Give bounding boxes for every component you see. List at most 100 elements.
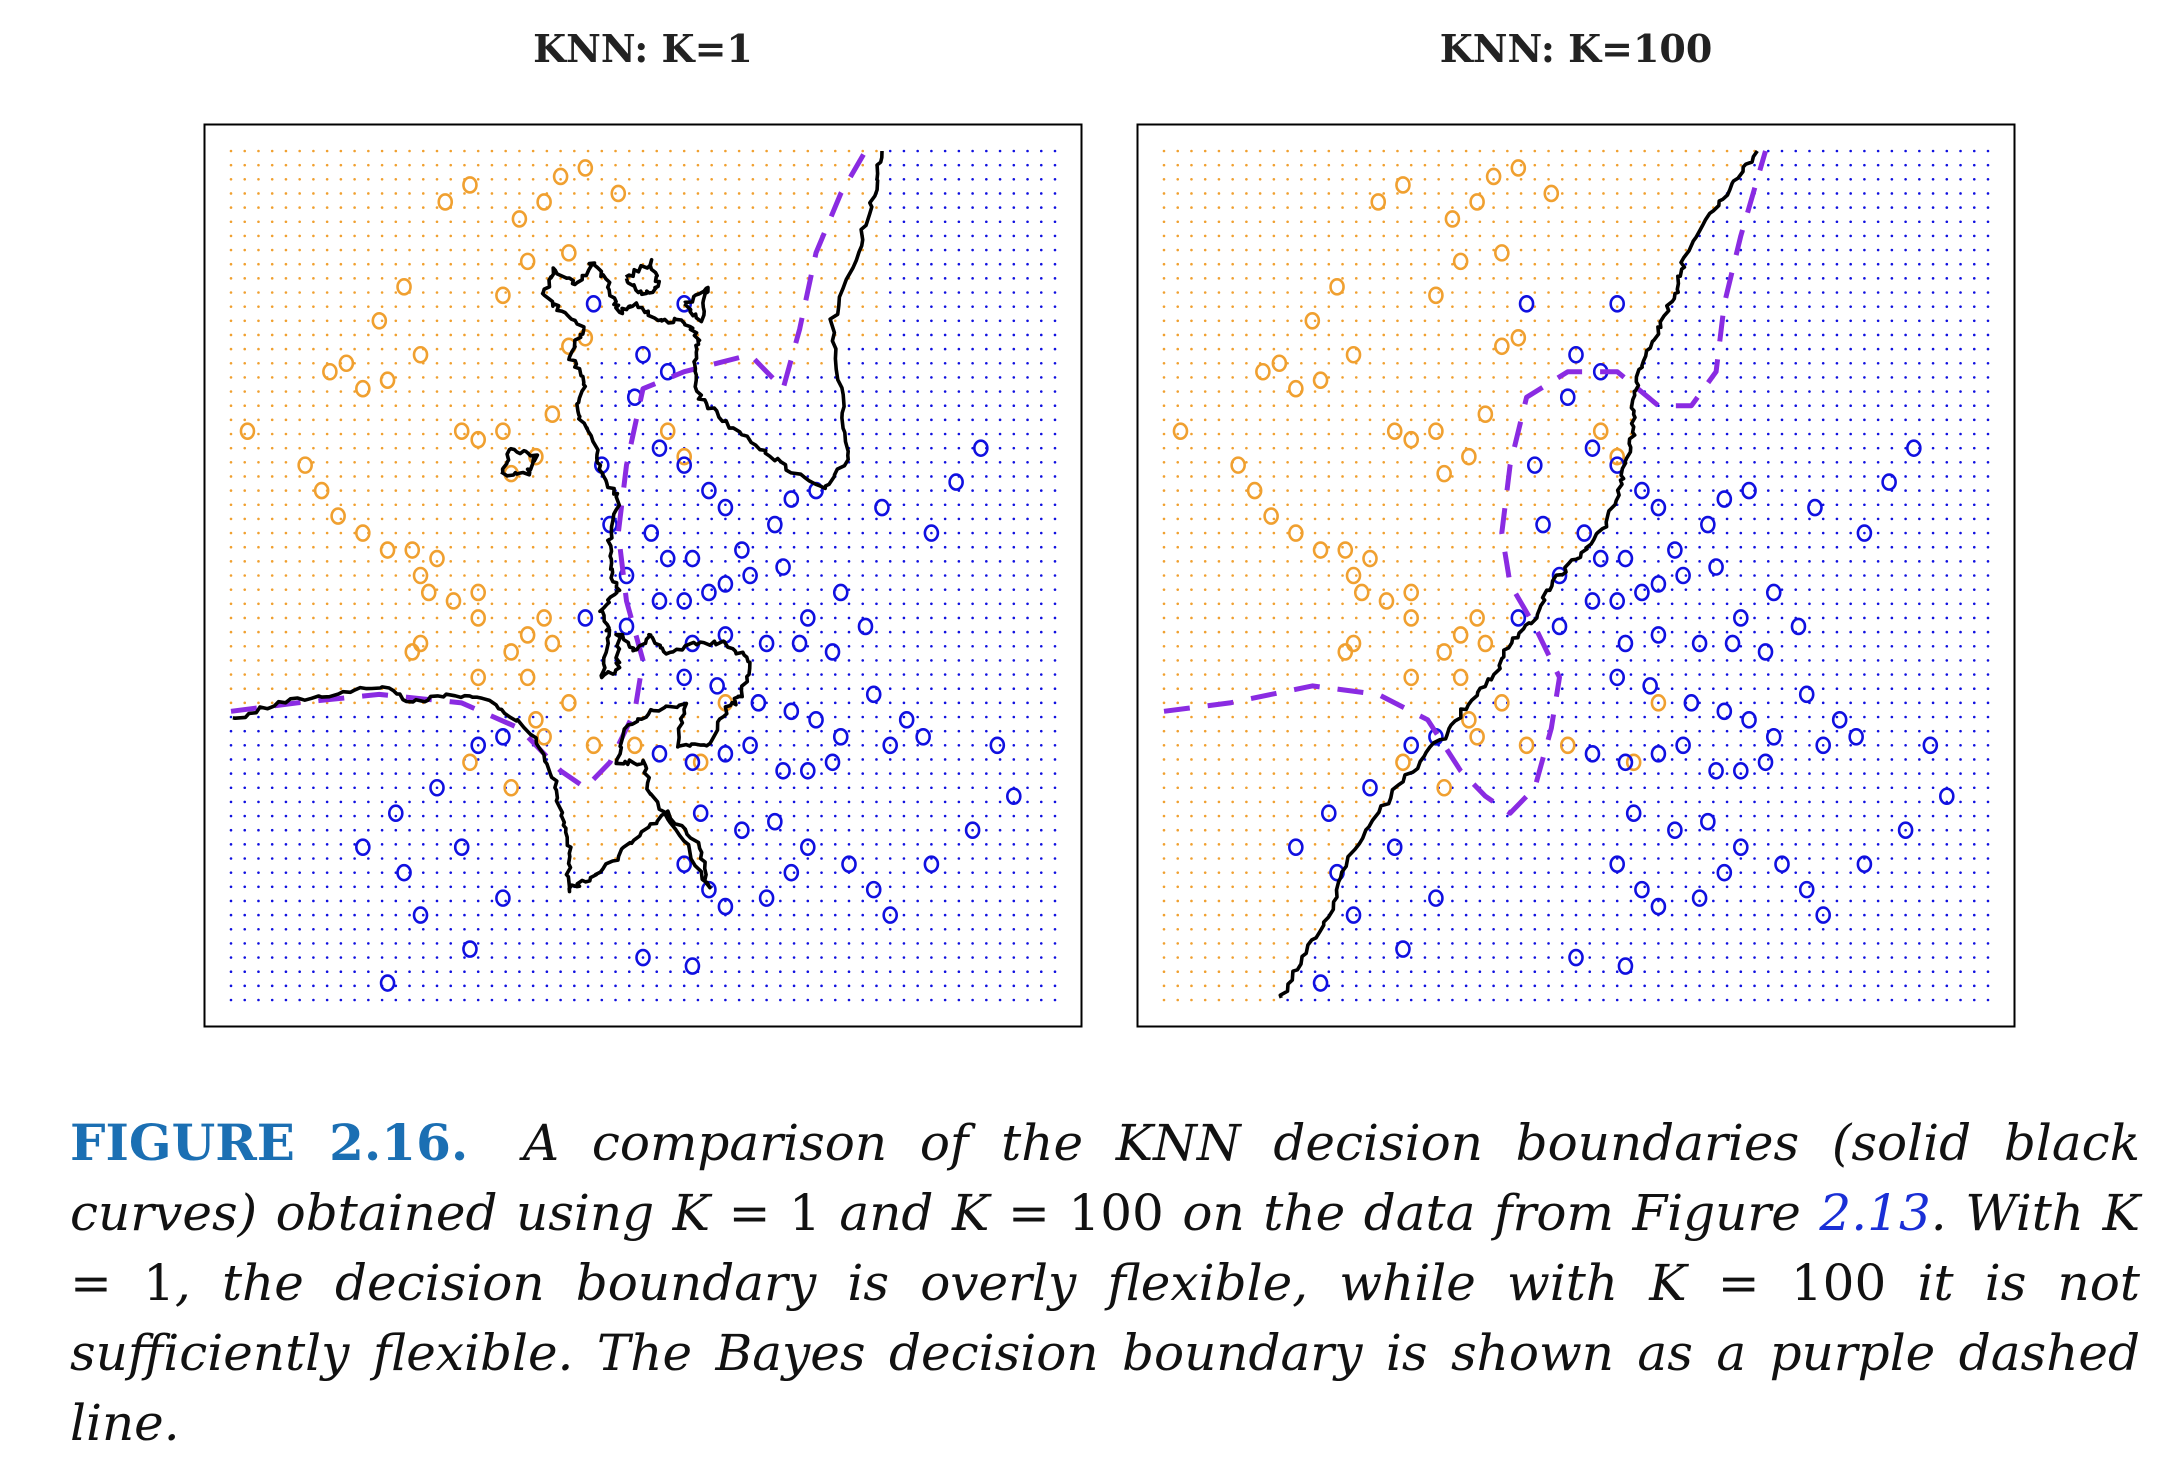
grid-dot [847, 305, 851, 308]
grid-dot [490, 291, 494, 294]
grid-dot [861, 998, 865, 1002]
grid-dot [943, 786, 947, 790]
grid-dot [284, 602, 288, 606]
grid-dot [586, 376, 590, 379]
grid-dot [380, 220, 384, 224]
grid-dot [916, 659, 919, 662]
grid-dot [627, 446, 631, 450]
grid-dot [270, 376, 274, 379]
grid-dot [641, 970, 645, 973]
grid-dot [367, 616, 370, 620]
grid-dot [243, 220, 247, 224]
grid-dot [270, 206, 274, 209]
grid-dot [1258, 277, 1262, 280]
grid-dot [833, 404, 837, 408]
grid-dot [408, 772, 411, 775]
grid-dot [737, 659, 741, 662]
grid-dot [1039, 927, 1043, 931]
grid-dot [476, 503, 480, 507]
grid-dot [1341, 545, 1344, 549]
grid-dot [710, 163, 713, 167]
grid-dot [655, 616, 659, 620]
grid-dot [1190, 602, 1193, 606]
grid-dot [312, 248, 315, 252]
grid-dot [614, 913, 617, 917]
grid-dot [270, 659, 274, 662]
grid-dot [243, 786, 247, 790]
grid-dot [806, 560, 810, 563]
grid-dot [627, 814, 631, 818]
grid-dot [600, 262, 604, 266]
grid-dot [353, 715, 356, 719]
grid-dot [1176, 899, 1180, 903]
grid-dot [1203, 234, 1207, 238]
grid-dot [1039, 390, 1043, 393]
grid-dot [490, 192, 494, 195]
grid-dot [1053, 376, 1057, 379]
grid-dot [312, 517, 315, 521]
grid-dot [1368, 149, 1372, 153]
grid-dot [1354, 461, 1358, 464]
grid-dot [806, 319, 810, 323]
grid-dot [861, 418, 865, 422]
grid-dot [847, 885, 851, 889]
grid-dot [1162, 446, 1166, 450]
data-point-blue [701, 880, 717, 899]
grid-dot [669, 758, 672, 761]
grid-dot [1409, 857, 1413, 860]
grid-dot [806, 644, 810, 648]
grid-dot [875, 942, 878, 945]
grid-dot [380, 574, 384, 577]
grid-dot [531, 588, 535, 591]
grid-dot [1217, 178, 1221, 181]
grid-dot [325, 899, 329, 903]
grid-dot [696, 616, 700, 620]
grid-dot [243, 998, 247, 1002]
grid-dot [1354, 376, 1358, 379]
grid-dot [943, 163, 947, 167]
grid-dot [1053, 715, 1057, 719]
grid-dot [669, 800, 672, 804]
grid-dot [1382, 305, 1386, 308]
grid-dot [888, 475, 892, 478]
grid-dot [696, 305, 700, 308]
grid-dot [957, 913, 961, 917]
grid-dot [1231, 178, 1234, 181]
grid-dot [902, 984, 906, 988]
grid-dot [1053, 871, 1057, 874]
grid-dot [573, 956, 576, 959]
grid-dot [669, 149, 672, 153]
grid-dot [229, 404, 233, 408]
grid-dot [367, 942, 370, 945]
grid-dot [284, 404, 288, 408]
grid-dot [1190, 772, 1193, 775]
grid-dot [1313, 956, 1317, 959]
grid-dot [1012, 871, 1016, 874]
grid-dot [298, 588, 301, 591]
grid-dot [710, 418, 713, 422]
grid-dot [257, 220, 260, 224]
grid-dot [559, 178, 562, 181]
grid-dot [765, 333, 768, 337]
grid-dot [820, 927, 823, 931]
grid-dot [476, 333, 480, 337]
grid-dot [243, 234, 247, 238]
grid-dot [641, 418, 645, 422]
grid-dot [669, 489, 672, 492]
grid-dot [751, 149, 755, 153]
grid-dot [998, 673, 1002, 676]
grid-dot [229, 163, 233, 167]
grid-dot [298, 758, 301, 761]
grid-dot [1231, 687, 1234, 690]
grid-dot [339, 772, 343, 775]
grid-dot [641, 376, 645, 379]
grid-dot [380, 857, 384, 860]
grid-dot [229, 560, 233, 563]
grid-dot [1026, 644, 1029, 648]
grid-dot [820, 319, 823, 323]
grid-dot [806, 970, 810, 973]
grid-dot [792, 871, 796, 874]
grid-dot [229, 531, 233, 535]
grid-dot [586, 277, 590, 280]
grid-dot [1396, 744, 1399, 747]
